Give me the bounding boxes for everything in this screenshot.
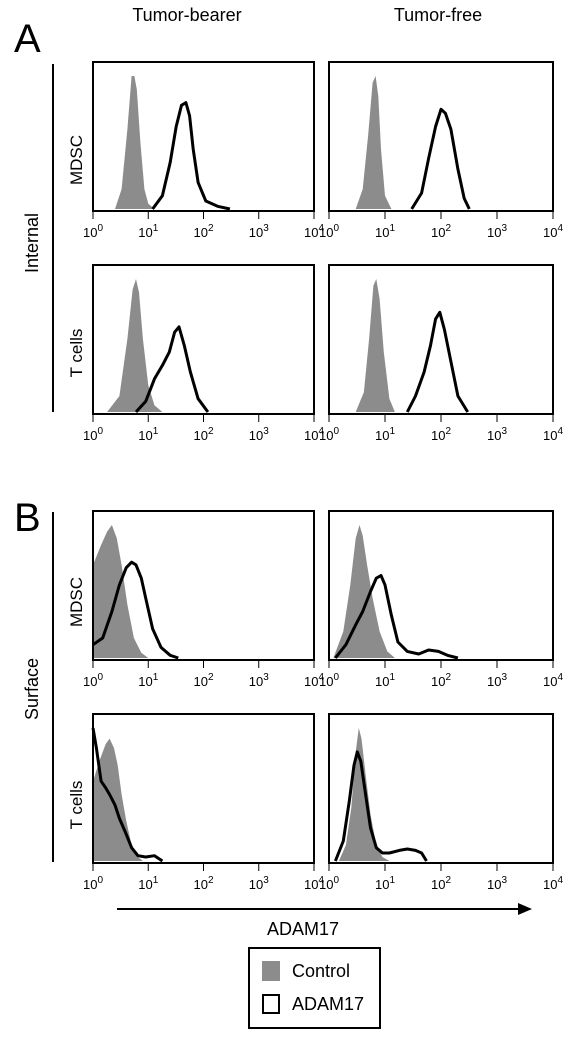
tick-label-surface-t-cells-tumor-free-0: 100 xyxy=(319,875,339,892)
tick-label-surface-mdsc-tumor-bearer-2: 102 xyxy=(193,672,213,689)
tick-label-internal-mdsc-tumor-bearer-4: 104 xyxy=(304,223,324,240)
tick-label-surface-mdsc-tumor-free-1: 101 xyxy=(375,672,395,689)
adam17-histogram-surface-t-cells-tumor-bearer xyxy=(91,727,164,863)
adam17-histogram-surface-mdsc-tumor-bearer xyxy=(92,560,179,660)
tick-label-surface-mdsc-tumor-bearer-1: 101 xyxy=(138,672,158,689)
tick-label-internal-t-cells-tumor-free-1: 101 xyxy=(375,426,395,443)
column-header-tumor-free: Tumor-free xyxy=(394,5,482,25)
histogram-surface-mdsc-tumor-free: 100 101 102 103 104 xyxy=(319,510,563,689)
histogram-surface-mdsc-tumor-bearer: 100 101 102 103 104 xyxy=(83,510,324,689)
tick-label-surface-mdsc-tumor-bearer-4: 104 xyxy=(304,672,324,689)
adam17-histogram-surface-mdsc-tumor-free xyxy=(334,574,459,660)
row-label-mdsc-surface: MDSC xyxy=(67,577,86,627)
tick-label-surface-t-cells-tumor-free-3: 103 xyxy=(487,875,507,892)
tick-label-internal-mdsc-tumor-free-0: 100 xyxy=(319,223,339,240)
adam17-histogram-internal-mdsc-tumor-bearer xyxy=(151,101,231,211)
tick-label-internal-mdsc-tumor-bearer-3: 103 xyxy=(249,223,269,240)
tick-label-surface-mdsc-tumor-free-0: 100 xyxy=(319,672,339,689)
control-swatch xyxy=(262,961,280,981)
adam17-swatch xyxy=(262,994,280,1014)
tick-label-internal-mdsc-tumor-bearer-0: 100 xyxy=(83,223,103,240)
legend-item-adam17: ADAM17 xyxy=(262,992,364,1016)
tick-label-internal-t-cells-tumor-free-0: 100 xyxy=(319,426,339,443)
tick-label-internal-mdsc-tumor-free-2: 102 xyxy=(431,223,451,240)
control-histogram-surface-t-cells-tumor-bearer xyxy=(93,738,143,861)
tick-label-internal-t-cells-tumor-bearer-3: 103 xyxy=(249,426,269,443)
section-label-surface: Surface xyxy=(22,658,42,720)
panel-letter-a: A xyxy=(14,17,41,61)
xaxis-arrowhead xyxy=(518,903,532,915)
legend-label-adam17: ADAM17 xyxy=(292,993,365,1014)
control-histogram-surface-mdsc-tumor-free xyxy=(333,525,395,658)
section-label-internal: Internal xyxy=(22,213,42,273)
plot-area-internal-t-cells-tumor-free xyxy=(329,265,553,414)
tick-label-surface-mdsc-tumor-bearer-0: 100 xyxy=(83,672,103,689)
tick-label-internal-t-cells-tumor-free-4: 104 xyxy=(543,426,563,443)
control-histogram-internal-mdsc-tumor-bearer xyxy=(115,76,155,209)
tick-label-internal-mdsc-tumor-free-1: 101 xyxy=(375,223,395,240)
tick-label-internal-t-cells-tumor-bearer-4: 104 xyxy=(304,426,324,443)
tick-label-surface-t-cells-tumor-bearer-3: 103 xyxy=(249,875,269,892)
tick-label-surface-mdsc-tumor-bearer-3: 103 xyxy=(249,672,269,689)
histogram-internal-mdsc-tumor-free: 100 101 102 103 104 xyxy=(319,61,563,240)
histogram-internal-mdsc-tumor-bearer: 100 101 102 103 104 xyxy=(83,61,324,240)
control-histogram-internal-t-cells-tumor-free xyxy=(355,279,395,412)
tick-label-internal-mdsc-tumor-free-3: 103 xyxy=(487,223,507,240)
tick-label-surface-t-cells-tumor-free-4: 104 xyxy=(543,875,563,892)
legend: Control ADAM17 xyxy=(248,947,381,1029)
adam17-histogram-internal-t-cells-tumor-bearer xyxy=(134,325,210,414)
tick-label-surface-mdsc-tumor-free-2: 102 xyxy=(431,672,451,689)
adam17-histogram-internal-t-cells-tumor-free xyxy=(405,310,469,413)
tick-label-surface-t-cells-tumor-bearer-1: 101 xyxy=(138,875,158,892)
adam17-histogram-internal-mdsc-tumor-free xyxy=(410,107,471,210)
control-histogram-internal-t-cells-tumor-bearer xyxy=(107,279,163,412)
column-header-tumor-bearer: Tumor-bearer xyxy=(132,5,241,25)
histogram-internal-t-cells-tumor-free: 100 101 102 103 104 xyxy=(319,264,563,443)
tick-label-surface-mdsc-tumor-free-4: 104 xyxy=(543,672,563,689)
xaxis-label: ADAM17 xyxy=(267,919,339,939)
legend-label-control: Control xyxy=(292,960,351,981)
tick-label-surface-t-cells-tumor-bearer-4: 104 xyxy=(304,875,324,892)
row-label-mdsc-internal: MDSC xyxy=(67,135,86,185)
tick-label-surface-mdsc-tumor-free-3: 103 xyxy=(487,672,507,689)
tick-label-internal-t-cells-tumor-bearer-1: 101 xyxy=(138,426,158,443)
tick-label-internal-t-cells-tumor-bearer-0: 100 xyxy=(83,426,103,443)
tick-label-surface-t-cells-tumor-bearer-2: 102 xyxy=(193,875,213,892)
tick-label-surface-t-cells-tumor-free-2: 102 xyxy=(431,875,451,892)
histogram-surface-t-cells-tumor-bearer: 100 101 102 103 104 xyxy=(83,713,324,892)
control-histogram-internal-mdsc-tumor-free xyxy=(355,76,392,209)
tick-label-internal-t-cells-tumor-free-2: 102 xyxy=(431,426,451,443)
tick-label-surface-t-cells-tumor-bearer-0: 100 xyxy=(83,875,103,892)
histogram-surface-t-cells-tumor-free: 100 101 102 103 104 xyxy=(319,713,563,892)
panel-letter-b: B xyxy=(14,496,41,540)
row-label-tcells-surface: T cells xyxy=(67,781,86,830)
histogram-internal-t-cells-tumor-bearer: 100 101 102 103 104 xyxy=(83,264,324,443)
row-label-tcells-internal: T cells xyxy=(67,329,86,378)
tick-label-internal-mdsc-tumor-bearer-2: 102 xyxy=(193,223,213,240)
plot-area-internal-mdsc-tumor-free xyxy=(329,62,553,211)
tick-label-internal-mdsc-tumor-bearer-1: 101 xyxy=(138,223,158,240)
tick-label-internal-t-cells-tumor-bearer-2: 102 xyxy=(193,426,213,443)
tick-label-internal-t-cells-tumor-free-3: 103 xyxy=(487,426,507,443)
adam17-histogram-surface-t-cells-tumor-free xyxy=(334,750,428,862)
legend-item-control: Control xyxy=(262,959,350,983)
tick-label-internal-mdsc-tumor-free-4: 104 xyxy=(543,223,563,240)
tick-label-surface-t-cells-tumor-free-1: 101 xyxy=(375,875,395,892)
